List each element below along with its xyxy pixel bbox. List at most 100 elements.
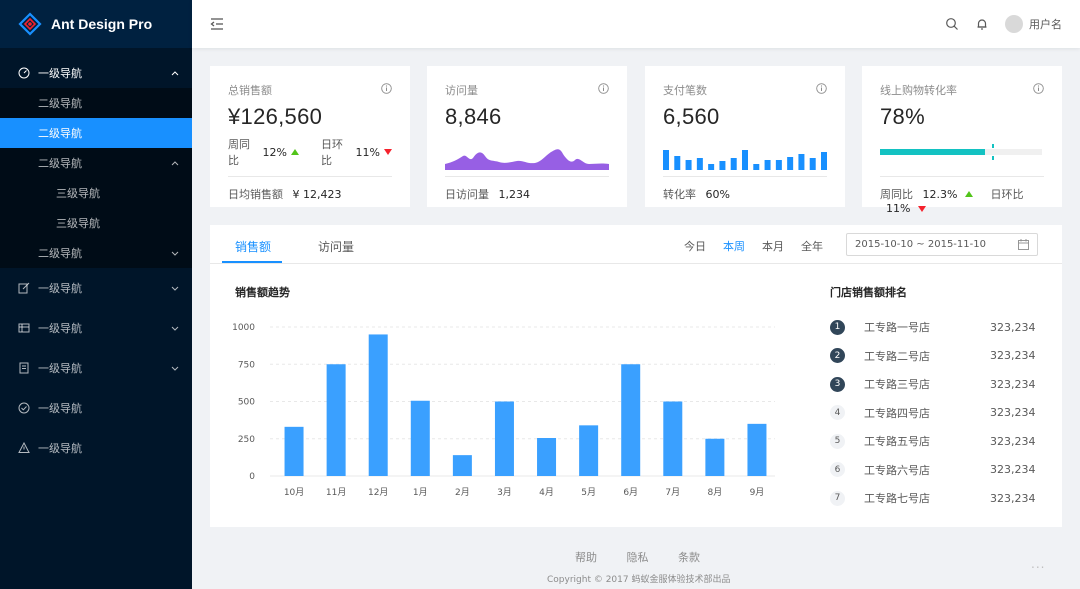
sales-bar[interactable] bbox=[494, 401, 514, 477]
mini-bar bbox=[753, 164, 760, 170]
store-sales-value: 323,234 bbox=[990, 434, 1036, 448]
chevron-down-icon bbox=[171, 326, 179, 331]
ranking-row: 2 工专路二号店 323,234 bbox=[830, 342, 1036, 371]
store-name: 工专路六号店 bbox=[864, 463, 930, 477]
x-tick-label: 8月 bbox=[708, 487, 723, 498]
sidebar-item-label: 一级导航 bbox=[38, 442, 82, 455]
sidebar-item-level2[interactable]: 二级导航 bbox=[0, 238, 192, 268]
sidebar-item-level2-open[interactable]: 二级导航 bbox=[0, 148, 192, 178]
sidebar-item-level3[interactable]: 三级导航 bbox=[0, 178, 192, 208]
rank-badge: 6 bbox=[830, 462, 845, 478]
sidebar-item-label: 一级导航 bbox=[38, 282, 82, 295]
footer-link-terms[interactable]: 条款 bbox=[678, 551, 700, 564]
date-range-value: 2015-10-10 ~ 2015-11-10 bbox=[855, 239, 986, 250]
store-sales-value: 323,234 bbox=[990, 349, 1036, 363]
footer-link-privacy[interactable]: 隐私 bbox=[626, 551, 649, 564]
range-today[interactable]: 今日 bbox=[684, 240, 706, 253]
logo[interactable]: Ant Design Pro bbox=[0, 0, 192, 48]
mini-bar bbox=[764, 160, 771, 170]
range-month[interactable]: 本月 bbox=[762, 240, 784, 253]
avatar[interactable] bbox=[1005, 15, 1023, 33]
sales-bar[interactable] bbox=[452, 455, 472, 476]
sales-bar[interactable] bbox=[705, 438, 725, 476]
card-value: 6,560 bbox=[663, 104, 720, 129]
mini-bar bbox=[775, 160, 782, 170]
card-title: 访问量 bbox=[445, 84, 478, 97]
sidebar-item-level2[interactable]: 二级导航 bbox=[0, 88, 192, 118]
table-icon bbox=[18, 322, 30, 334]
sidebar-item-label: 三级导航 bbox=[56, 187, 100, 200]
store-name: 工专路四号店 bbox=[864, 406, 930, 420]
sales-bar[interactable] bbox=[537, 438, 557, 476]
menu-fold-icon[interactable] bbox=[210, 17, 224, 31]
store-sales-value: 323,234 bbox=[990, 491, 1036, 505]
sidebar-item-level1[interactable]: 一级导航 bbox=[0, 268, 192, 308]
sales-bar[interactable] bbox=[410, 400, 430, 476]
mini-bar bbox=[719, 161, 726, 170]
mini-progress bbox=[880, 134, 1044, 170]
bell-icon[interactable] bbox=[975, 17, 989, 31]
x-tick-label: 4月 bbox=[539, 487, 554, 498]
info-icon[interactable] bbox=[816, 83, 827, 94]
sales-bar[interactable] bbox=[326, 364, 346, 476]
mini-bar bbox=[787, 157, 794, 170]
mini-bar bbox=[708, 164, 715, 170]
y-tick-label: 1000 bbox=[232, 323, 255, 333]
sidebar-item-level1[interactable]: 一级导航 bbox=[0, 388, 192, 428]
store-name: 工专路一号店 bbox=[864, 321, 930, 335]
footer-link-help[interactable]: 帮助 bbox=[575, 551, 597, 564]
sidebar-item-level1[interactable]: 一级导航 bbox=[0, 348, 192, 388]
range-year[interactable]: 全年 bbox=[801, 240, 823, 253]
info-icon[interactable] bbox=[598, 83, 609, 94]
chevron-down-icon bbox=[171, 251, 179, 256]
card-value: ¥126,560 bbox=[228, 104, 323, 129]
tab-visits[interactable]: 访问量 bbox=[318, 240, 355, 254]
x-tick-label: 12月 bbox=[368, 487, 388, 498]
panel-tabs: 销售额 访问量 今日 本周 本月 全年 2015-10-10 ~ 2015-11… bbox=[210, 225, 1062, 264]
sidebar-item-label: 二级导航 bbox=[38, 157, 82, 170]
sidebar-item-label: 一级导航 bbox=[38, 322, 82, 335]
y-tick-label: 750 bbox=[238, 360, 255, 370]
info-icon[interactable] bbox=[1033, 83, 1044, 94]
sidebar: Ant Design Pro 一级导航 二级导航 二级导航 二级导航 三级导航 bbox=[0, 0, 192, 589]
chevron-up-icon bbox=[171, 71, 179, 76]
card-footer: 日均销售额 ¥ 12,423 bbox=[228, 176, 392, 202]
sales-bar[interactable] bbox=[368, 334, 388, 476]
foot-label: 日访问量 bbox=[445, 188, 489, 201]
x-tick-label: 2月 bbox=[455, 487, 470, 498]
sidebar-item-level1[interactable]: 一级导航 bbox=[0, 428, 192, 468]
profile-icon bbox=[18, 362, 30, 374]
ranking-row: 6 工专路六号店 323,234 bbox=[830, 456, 1036, 485]
sales-bar[interactable] bbox=[621, 364, 641, 476]
ranking-row: 4 工专路四号店 323,234 bbox=[830, 399, 1036, 428]
y-tick-label: 0 bbox=[249, 472, 255, 482]
card-title: 支付笔数 bbox=[663, 84, 707, 97]
footer-links: 帮助 隐私 条款 bbox=[575, 549, 726, 565]
store-ranking-list: 1 工专路一号店 323,234 2 工专路二号店 323,234 3 工专路三号店 323,2… bbox=[830, 313, 1036, 513]
wow-value: 12% bbox=[262, 145, 287, 159]
form-icon bbox=[18, 282, 30, 294]
info-icon[interactable] bbox=[381, 83, 392, 94]
sales-bar[interactable] bbox=[579, 425, 599, 476]
sidebar-item-level2-active[interactable]: 二级导航 bbox=[0, 118, 192, 148]
sidebar-item-level3[interactable]: 三级导航 bbox=[0, 208, 192, 238]
tab-sales[interactable]: 销售额 bbox=[235, 240, 272, 254]
search-icon[interactable] bbox=[945, 17, 959, 31]
sales-bar[interactable] bbox=[663, 401, 683, 477]
mini-bar-chart bbox=[663, 134, 827, 170]
x-tick-label: 1月 bbox=[413, 487, 428, 498]
sidebar-item-label: 二级导航 bbox=[38, 127, 82, 140]
more-icon[interactable]: ... bbox=[1031, 557, 1046, 571]
chevron-down-icon bbox=[171, 366, 179, 371]
sales-bar[interactable] bbox=[747, 423, 767, 476]
sales-bar[interactable] bbox=[284, 426, 304, 476]
y-tick-label: 250 bbox=[238, 435, 255, 445]
username[interactable]: 用户名 bbox=[1029, 18, 1062, 31]
date-range-picker[interactable]: 2015-10-10 ~ 2015-11-10 bbox=[846, 233, 1038, 256]
sidebar-item-level1[interactable]: 一级导航 bbox=[0, 58, 192, 88]
range-week[interactable]: 本周 bbox=[723, 240, 745, 253]
ant-design-logo-icon bbox=[18, 12, 42, 36]
caret-up-icon bbox=[291, 149, 299, 155]
sidebar-item-level1[interactable]: 一级导航 bbox=[0, 308, 192, 348]
mini-bar bbox=[674, 156, 681, 170]
